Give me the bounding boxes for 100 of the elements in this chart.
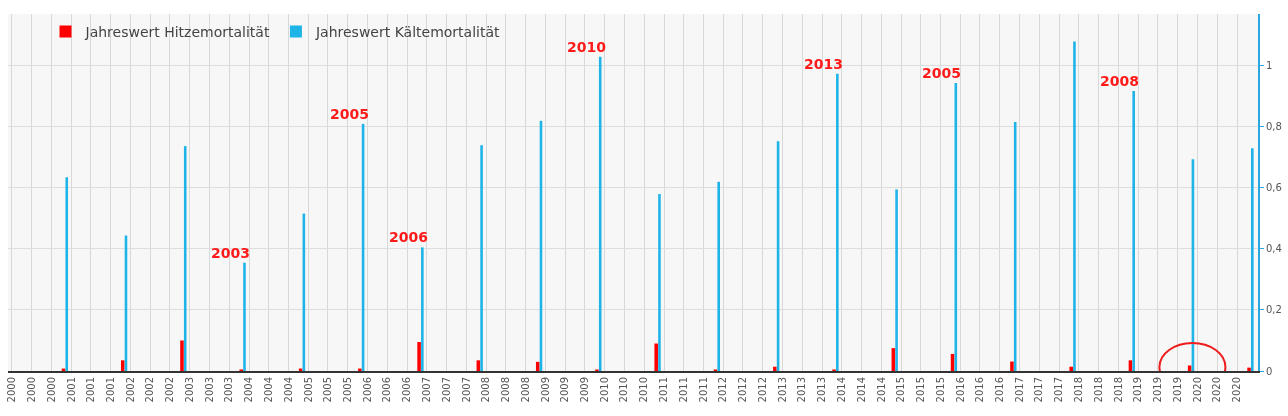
x-tick-label: 2000 bbox=[25, 377, 37, 403]
bar bbox=[120, 360, 125, 371]
x-tick-label: 2007 bbox=[421, 377, 433, 403]
x-tick-label: 2020 bbox=[1231, 377, 1243, 403]
x-tick-label: 2005 bbox=[322, 377, 334, 403]
x-tick-label: 2009 bbox=[539, 377, 551, 403]
x-tick-label: 2020 bbox=[1191, 377, 1203, 403]
annotation: 2005 bbox=[330, 106, 369, 122]
bar bbox=[417, 342, 421, 371]
x-tick-label: 2010 bbox=[638, 377, 650, 403]
bar bbox=[773, 366, 777, 371]
annotation: 2013 bbox=[804, 56, 843, 72]
legend-label: Jahreswert Kältemortalität bbox=[314, 23, 501, 40]
x-tick-label: 2020 bbox=[1211, 377, 1223, 403]
bar bbox=[598, 56, 602, 371]
bar bbox=[1069, 366, 1073, 371]
x-tick-label: 2000 bbox=[6, 377, 18, 403]
bar bbox=[480, 145, 483, 371]
x-tick-label: 2011 bbox=[697, 377, 709, 403]
bar bbox=[1010, 361, 1014, 371]
y-tick-label: 0,8 bbox=[1266, 121, 1282, 133]
bar bbox=[658, 194, 661, 371]
x-tick-label: 2003 bbox=[203, 377, 215, 403]
annotation: 2008 bbox=[1100, 73, 1139, 89]
y-tick-label: 0,4 bbox=[1266, 243, 1282, 255]
x-tick-label: 2004 bbox=[262, 377, 274, 403]
x-tick-label: 2012 bbox=[737, 377, 749, 403]
x-tick-label: 2004 bbox=[282, 377, 294, 403]
x-tick-label: 2019 bbox=[1132, 377, 1144, 403]
x-tick-label: 2005 bbox=[302, 377, 314, 403]
x-tick-label: 2006 bbox=[361, 377, 373, 403]
x-tick-label: 2014 bbox=[875, 377, 887, 403]
x-tick-label: 2019 bbox=[1171, 377, 1183, 403]
x-tick-label: 2009 bbox=[579, 377, 591, 403]
x-tick-label: 2000 bbox=[45, 377, 57, 403]
x-tick-label: 2013 bbox=[816, 377, 828, 403]
x-tick-label: 2017 bbox=[1014, 377, 1025, 403]
y-tick-label: 1 bbox=[1266, 60, 1273, 72]
bar bbox=[1013, 122, 1017, 371]
y-tick-label: 0 bbox=[1266, 365, 1273, 377]
bar bbox=[183, 146, 187, 371]
x-tick-label: 2013 bbox=[776, 377, 788, 403]
x-tick-label: 2008 bbox=[500, 377, 512, 403]
x-tick-label: 2010 bbox=[618, 377, 630, 403]
x-tick-label: 2017 bbox=[1033, 377, 1045, 403]
bar bbox=[180, 340, 184, 371]
bar bbox=[1132, 90, 1135, 371]
bar bbox=[1251, 148, 1254, 371]
x-tick-label: 2003 bbox=[223, 377, 235, 403]
x-tick-label: 2001 bbox=[85, 377, 97, 403]
x-tick-label: 2014 bbox=[836, 377, 848, 403]
x-tick-label: 2008 bbox=[519, 377, 531, 403]
x-tick-label: 2016 bbox=[954, 377, 966, 403]
x-tick-label: 2006 bbox=[401, 377, 413, 403]
y-tick-label: 0,2 bbox=[1266, 304, 1282, 316]
annotation: 2005 bbox=[922, 65, 961, 81]
bar bbox=[421, 247, 424, 371]
bar bbox=[1247, 367, 1251, 371]
x-tick-label: 2003 bbox=[184, 377, 196, 403]
x-tick-label: 2007 bbox=[440, 377, 452, 403]
bar bbox=[717, 181, 720, 371]
y-tick-label: 0,6 bbox=[1266, 182, 1282, 194]
x-tick-label: 2014 bbox=[855, 377, 867, 403]
x-tick-label: 2009 bbox=[559, 377, 571, 403]
bar bbox=[1073, 41, 1076, 371]
bar bbox=[654, 343, 658, 371]
x-tick-label: 2012 bbox=[757, 377, 769, 403]
x-tick-label: 2002 bbox=[124, 377, 136, 403]
x-tick-label: 2015 bbox=[914, 377, 926, 403]
x-tick-label: 2008 bbox=[480, 377, 492, 403]
x-tick-label: 2002 bbox=[164, 377, 176, 403]
bar bbox=[535, 361, 540, 371]
x-tick-label: 2015 bbox=[895, 377, 907, 403]
x-tick-label: 2011 bbox=[677, 377, 689, 403]
annotation: 2010 bbox=[567, 39, 607, 55]
x-tick-label: 2018 bbox=[1092, 377, 1104, 403]
bar bbox=[243, 262, 246, 371]
legend-label: Jahreswert Hitzemortalität bbox=[84, 23, 270, 40]
x-tick-label: 2019 bbox=[1151, 377, 1163, 403]
x-tick-label: 2018 bbox=[1073, 377, 1085, 403]
bar bbox=[65, 177, 69, 371]
x-tick-label: 2012 bbox=[717, 377, 729, 403]
x-tick-label: 2015 bbox=[934, 377, 946, 403]
x-tick-label: 2007 bbox=[460, 377, 472, 403]
x-tick-label: 2005 bbox=[342, 377, 354, 403]
x-tick-label: 2004 bbox=[243, 377, 255, 403]
x-tick-label: 2016 bbox=[994, 377, 1006, 403]
bar bbox=[836, 73, 839, 371]
annotation: 2003 bbox=[211, 245, 250, 261]
annotation: 2006 bbox=[389, 229, 428, 245]
x-tick-label: 2010 bbox=[599, 377, 611, 403]
x-tick-label: 2017 bbox=[1053, 377, 1065, 403]
x-tick-label: 2002 bbox=[144, 377, 156, 403]
x-tick-label: 2018 bbox=[1112, 377, 1124, 403]
x-tick-label: 2006 bbox=[381, 377, 393, 403]
x-tick-label: 2001 bbox=[104, 377, 116, 403]
x-tick-label: 2001 bbox=[65, 377, 77, 403]
x-tick-label: 2013 bbox=[796, 377, 808, 403]
x-tick-label: 2016 bbox=[974, 377, 986, 403]
x-tick-label: 2011 bbox=[658, 377, 670, 403]
